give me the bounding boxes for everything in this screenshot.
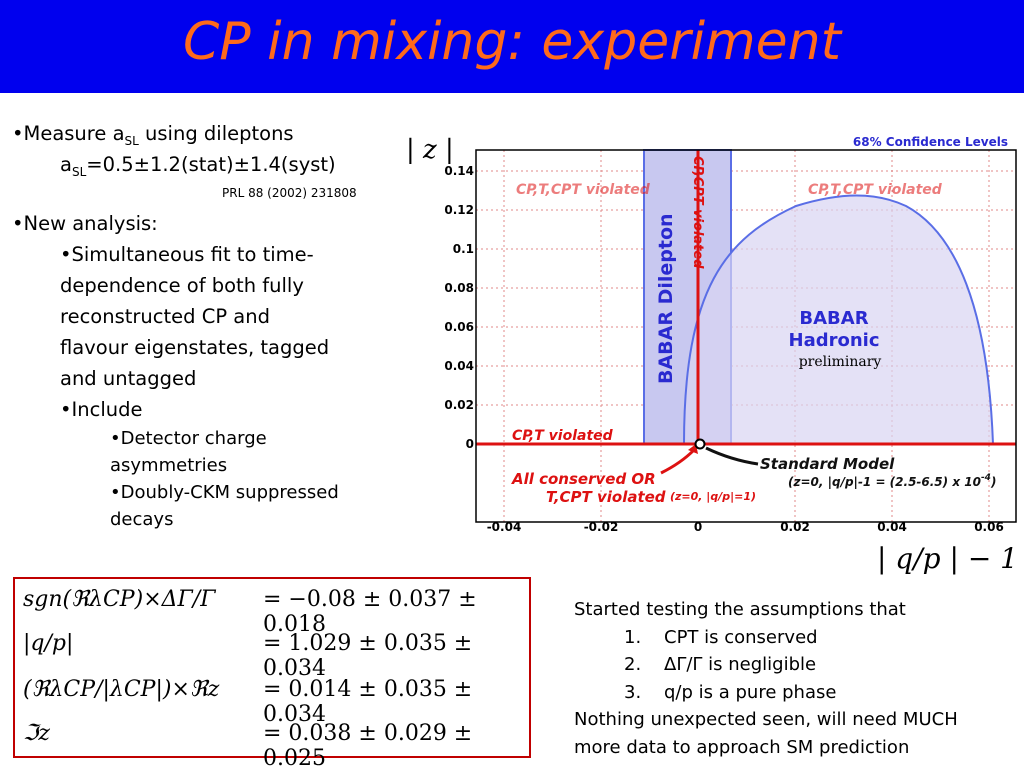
- sub-bullet-include: •Include: [60, 398, 143, 421]
- x-axis-label: | q/p | − 1: [877, 542, 1018, 575]
- equation-lhs: (ℜλCP/|λCP|)×ℜz: [23, 677, 220, 702]
- y-tick-label: 0.02: [444, 398, 474, 412]
- x-tick-label: 0.04: [877, 520, 907, 534]
- y-tick-label: 0.14: [444, 164, 474, 178]
- equation-row: (ℜλCP/|λCP|)×ℜz = 0.014 ± 0.035 ± 0.034: [15, 669, 529, 727]
- equation-rhs: = 0.014 ± 0.035 ± 0.034: [263, 677, 473, 727]
- equation-rhs: = 0.038 ± 0.029 ± 0.025: [263, 721, 473, 768]
- equation-rhs: = 1.029 ± 0.035 ± 0.034: [263, 631, 473, 681]
- sm-note: (z=0, |q/p|-1 = (2.5-6.5) x 10-4): [788, 473, 996, 489]
- x-tick-labels: -0.04 -0.02 0 0.02 0.04 0.06: [487, 520, 1004, 534]
- region-label-left: CP,T,CPT violated: [516, 182, 651, 198]
- confidence-plot: 0 0.02 0.04 0.06 0.08 0.1 0.12 0.14 -0.0…: [406, 135, 1018, 575]
- y-tick-label: 0.08: [444, 281, 474, 295]
- subsub-bullet-2a: •Doubly-CKM suppressed: [110, 482, 339, 503]
- all-conserved-label-1: All conserved OR: [511, 470, 656, 488]
- hadronic-label-1: BABAR: [799, 308, 868, 329]
- equation-row: ℑz = 0.038 ± 0.029 ± 0.025: [15, 713, 529, 768]
- assumption-item: 3. q/p is a pure phase: [624, 681, 837, 703]
- equation-lhs: ℑz: [23, 721, 50, 746]
- x-tick-label: 0.06: [974, 520, 1004, 534]
- sub-bullet-line-1: •Simultaneous fit to time-: [60, 243, 314, 266]
- x-tick-label: 0: [694, 520, 702, 534]
- sub-bullet-line-4: flavour eigenstates, tagged: [60, 336, 330, 359]
- y-tick-label: 0.1: [453, 242, 474, 256]
- sub-bullet-line-2: dependence of both fully: [60, 274, 304, 297]
- title-bar: CP in mixing: experiment: [0, 0, 1024, 93]
- results-box: sgn(ℜλCP)×ΔΓ/Γ = −0.08 ± 0.037 ± 0.018 |…: [13, 577, 531, 768]
- sm-arrow: [705, 446, 759, 466]
- conclusion-line: more data to approach SM prediction: [574, 736, 910, 758]
- dilepton-label: BABAR Dilepton: [655, 213, 677, 384]
- sub-bullet-line-3: reconstructed CP and: [60, 305, 270, 328]
- y-tick-label: 0.04: [444, 359, 474, 373]
- all-conserved-label-2: T,CPT violated: [546, 488, 666, 506]
- equation-lhs: sgn(ℜλCP)×ΔΓ/Γ: [23, 587, 216, 612]
- y-tick-label: 0.06: [444, 320, 474, 334]
- equation-lhs: |q/p|: [23, 631, 74, 656]
- region-label-axis: CP,T violated: [512, 428, 614, 444]
- legend-confidence: 68% Confidence Levels: [853, 135, 1008, 149]
- region-label-right: CP,T,CPT violated: [808, 182, 943, 198]
- y-tick-labels: 0 0.02 0.04 0.06 0.08 0.1 0.12 0.14: [444, 164, 474, 451]
- hadronic-contour: [682, 194, 995, 445]
- standard-model-point: [694, 438, 706, 450]
- subsub-bullet-1a: •Detector charge: [110, 428, 267, 449]
- x-tick-label: -0.02: [584, 520, 619, 534]
- y-tick-label: 0: [466, 437, 474, 451]
- bullet-measure: •Measure aSL using dileptons: [12, 122, 294, 148]
- sub-bullet-line-5: and untagged: [60, 367, 197, 390]
- citation: PRL 88 (2002) 231808: [222, 186, 357, 200]
- plot-frame: [475, 149, 1017, 523]
- hadronic-label-2: Hadronic: [789, 330, 880, 351]
- x-tick-label: -0.04: [487, 520, 522, 534]
- x-tick-label: 0.02: [780, 520, 810, 534]
- equation-rhs: = −0.08 ± 0.037 ± 0.018: [263, 587, 477, 637]
- y-tick-label: 0.12: [444, 203, 474, 217]
- assumption-item: 2. ΔΓ/Γ is negligible: [624, 654, 817, 675]
- sm-label: Standard Model: [760, 455, 895, 473]
- conclusion-line: Nothing unexpected seen, will need MUCH: [574, 709, 958, 730]
- subsub-bullet-2b: decays: [110, 509, 174, 530]
- preliminary-label: preliminary: [799, 354, 882, 370]
- bullet-asl-value: aSL=0.5±1.2(stat)±1.4(syst): [60, 153, 336, 179]
- notes-intro: Started testing the assumptions that: [574, 599, 906, 620]
- origin-note: (z=0, |q/p|=1): [670, 490, 756, 503]
- equation-row: |q/p| = 1.029 ± 0.035 ± 0.034: [15, 623, 529, 681]
- y-axis-label: | z |: [406, 135, 454, 165]
- subsub-bullet-1b: asymmetries: [110, 455, 228, 476]
- assumption-item: 1. CPT is conserved: [624, 626, 818, 648]
- equation-row: sgn(ℜλCP)×ΔΓ/Γ = −0.08 ± 0.037 ± 0.018: [15, 579, 529, 637]
- bullet-new-analysis: •New analysis:: [12, 212, 158, 235]
- region-label-vertical: CP,CPT violated: [690, 156, 705, 269]
- slide-title: CP in mixing: experiment: [182, 12, 842, 72]
- origin-arrow: [660, 448, 696, 475]
